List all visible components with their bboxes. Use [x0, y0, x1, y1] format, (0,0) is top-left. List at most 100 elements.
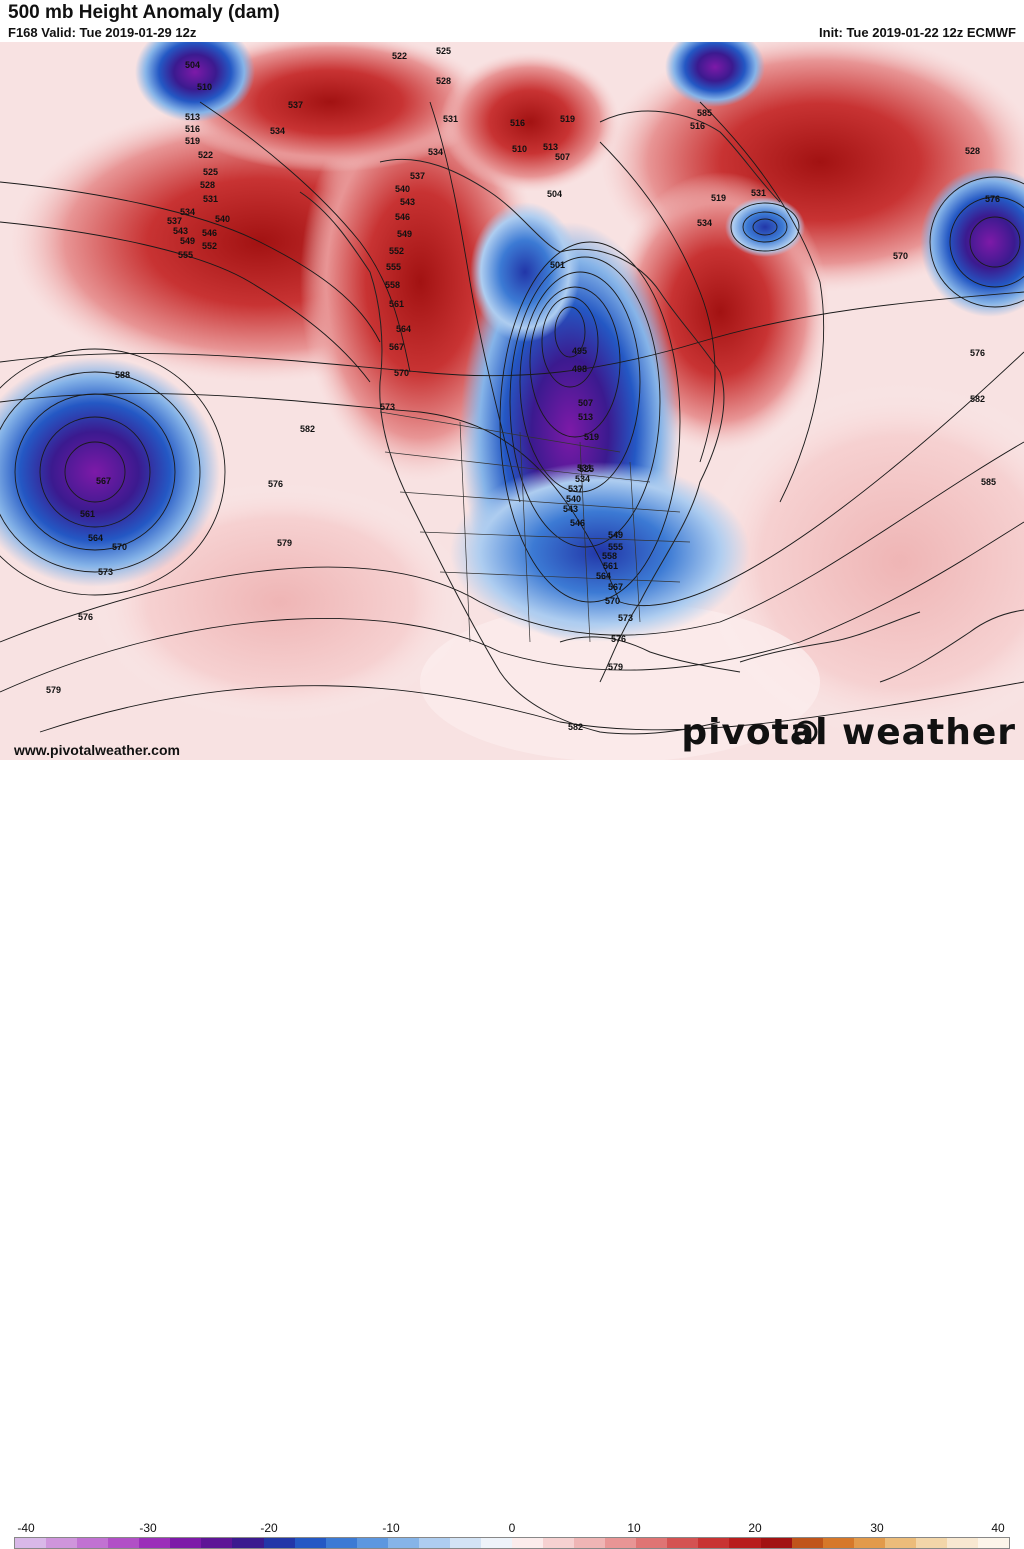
brand-logo-text: pivotal weather	[681, 712, 1016, 753]
colorbar-swatch	[946, 1538, 978, 1548]
colorbar-swatch	[543, 1538, 575, 1548]
colorbar-swatch	[915, 1538, 947, 1548]
contour-label: 510	[512, 144, 527, 154]
header: 500 mb Height Anomaly (dam) F168 Valid: …	[0, 0, 1024, 42]
colorbar-swatch	[884, 1538, 916, 1548]
contour-label: 504	[547, 189, 562, 199]
contour-label: 519	[185, 136, 200, 146]
contour-label: 531	[443, 114, 458, 124]
valid-time: F168 Valid: Tue 2019-01-29 12z	[8, 25, 197, 40]
contour-label: 522	[198, 150, 213, 160]
arctic-ridge	[440, 52, 620, 192]
contour-label: 552	[389, 246, 404, 256]
colorbar-tick: -10	[382, 1521, 400, 1535]
contour-label: 531	[577, 463, 592, 473]
contour-label: 582	[568, 722, 583, 732]
contour-label: 537	[288, 100, 303, 110]
contour-label: 570	[112, 542, 127, 552]
contour-label: 558	[385, 280, 400, 290]
colorbar-swatch	[387, 1538, 419, 1548]
contour-label: 534	[697, 218, 712, 228]
contour-label: 528	[965, 146, 980, 156]
contour-label: 567	[96, 476, 111, 486]
contour-labels: 504 510 513 516 519 522 525 528 531 534 …	[46, 46, 1000, 732]
contour-label: 579	[608, 662, 623, 672]
mid-atlantic-low-anomaly	[920, 167, 1024, 317]
contour-label: 525	[203, 167, 218, 177]
contour-label: 504	[185, 60, 200, 70]
contour-label: 564	[396, 324, 411, 334]
colorbar-ticks: -40 -30 -20 -10 0 10 20 30 40	[0, 1521, 1024, 1537]
pivotal-weather-logo	[794, 720, 818, 744]
contour-label: 570	[394, 368, 409, 378]
colorbar-tick: 0	[508, 1521, 516, 1535]
contour-label: 567	[389, 342, 404, 352]
contour-label: 576	[611, 634, 626, 644]
contour-label: 549	[397, 229, 412, 239]
map-title: 500 mb Height Anomaly (dam)	[8, 2, 280, 23]
colorbar-swatch	[449, 1538, 481, 1548]
init-time: Init: Tue 2019-01-22 12z ECMWF	[819, 25, 1016, 40]
contour-label: 516	[185, 124, 200, 134]
colorbar-swatch	[108, 1538, 140, 1548]
contour-label: 573	[98, 567, 113, 577]
colorbar-tick: -30	[139, 1521, 157, 1535]
contour-label: 561	[603, 561, 618, 571]
colorbar-swatch	[791, 1538, 823, 1548]
colorbar-swatch	[605, 1538, 637, 1548]
contour-label: 540	[395, 184, 410, 194]
colorbar-swatch	[853, 1538, 885, 1548]
colorbar-tick: 40	[991, 1521, 1005, 1535]
contour-label: 540	[566, 494, 581, 504]
colorbar-swatch	[512, 1538, 544, 1548]
contour-label: 543	[400, 197, 415, 207]
colorbar-swatch	[263, 1538, 295, 1548]
contour-label: 561	[80, 509, 95, 519]
arctic-low-anomaly	[665, 42, 765, 107]
colorbar-swatch	[325, 1538, 357, 1548]
contour-label: 573	[618, 613, 633, 623]
contour-label: 582	[970, 394, 985, 404]
contour-label: 579	[277, 538, 292, 548]
contour-label: 519	[584, 432, 599, 442]
contour-label: 570	[893, 251, 908, 261]
contour-label: 513	[578, 412, 593, 422]
contour-label: 519	[711, 193, 726, 203]
contour-label: 549	[180, 236, 195, 246]
contour-label: 585	[697, 108, 712, 118]
contour-label: 513	[543, 142, 558, 152]
contour-label: 576	[970, 348, 985, 358]
contour-label: 555	[178, 250, 193, 260]
colorbar-swatch	[729, 1538, 761, 1548]
labrador-low-anomaly	[725, 197, 805, 257]
contour-label: 582	[300, 424, 315, 434]
contour-label: 531	[751, 188, 766, 198]
contour-label: 513	[185, 112, 200, 122]
bering-low-anomaly	[135, 42, 255, 122]
website-credit: www.pivotalweather.com	[14, 742, 180, 758]
contour-label: 498	[572, 364, 587, 374]
colorbar-tick: -40	[17, 1521, 35, 1535]
colorbar-swatch	[294, 1538, 326, 1548]
contour-label: 531	[203, 194, 218, 204]
contour-label: 585	[981, 477, 996, 487]
contour-label: 507	[555, 152, 570, 162]
colorbar-swatch	[46, 1538, 78, 1548]
hudson-bay-low-anomaly	[470, 202, 580, 342]
colorbar-swatch	[77, 1538, 109, 1548]
contour-label: 576	[268, 479, 283, 489]
contour-label: 543	[563, 504, 578, 514]
pacific-low-anomaly	[0, 357, 220, 587]
colorbar-swatch	[418, 1538, 450, 1548]
colorbar	[14, 1537, 1010, 1549]
colorbar-swatch	[822, 1538, 854, 1548]
colorbar-tick: 30	[870, 1521, 884, 1535]
contour-label: 525	[436, 46, 451, 56]
contour-label: 549	[608, 530, 623, 540]
contour-label: 534	[270, 126, 285, 136]
colorbar-swatch	[698, 1538, 730, 1548]
contour-label: 510	[197, 82, 212, 92]
contour-label: 534	[180, 207, 195, 217]
state-borders	[379, 411, 691, 643]
contour-label: 501	[550, 260, 565, 270]
